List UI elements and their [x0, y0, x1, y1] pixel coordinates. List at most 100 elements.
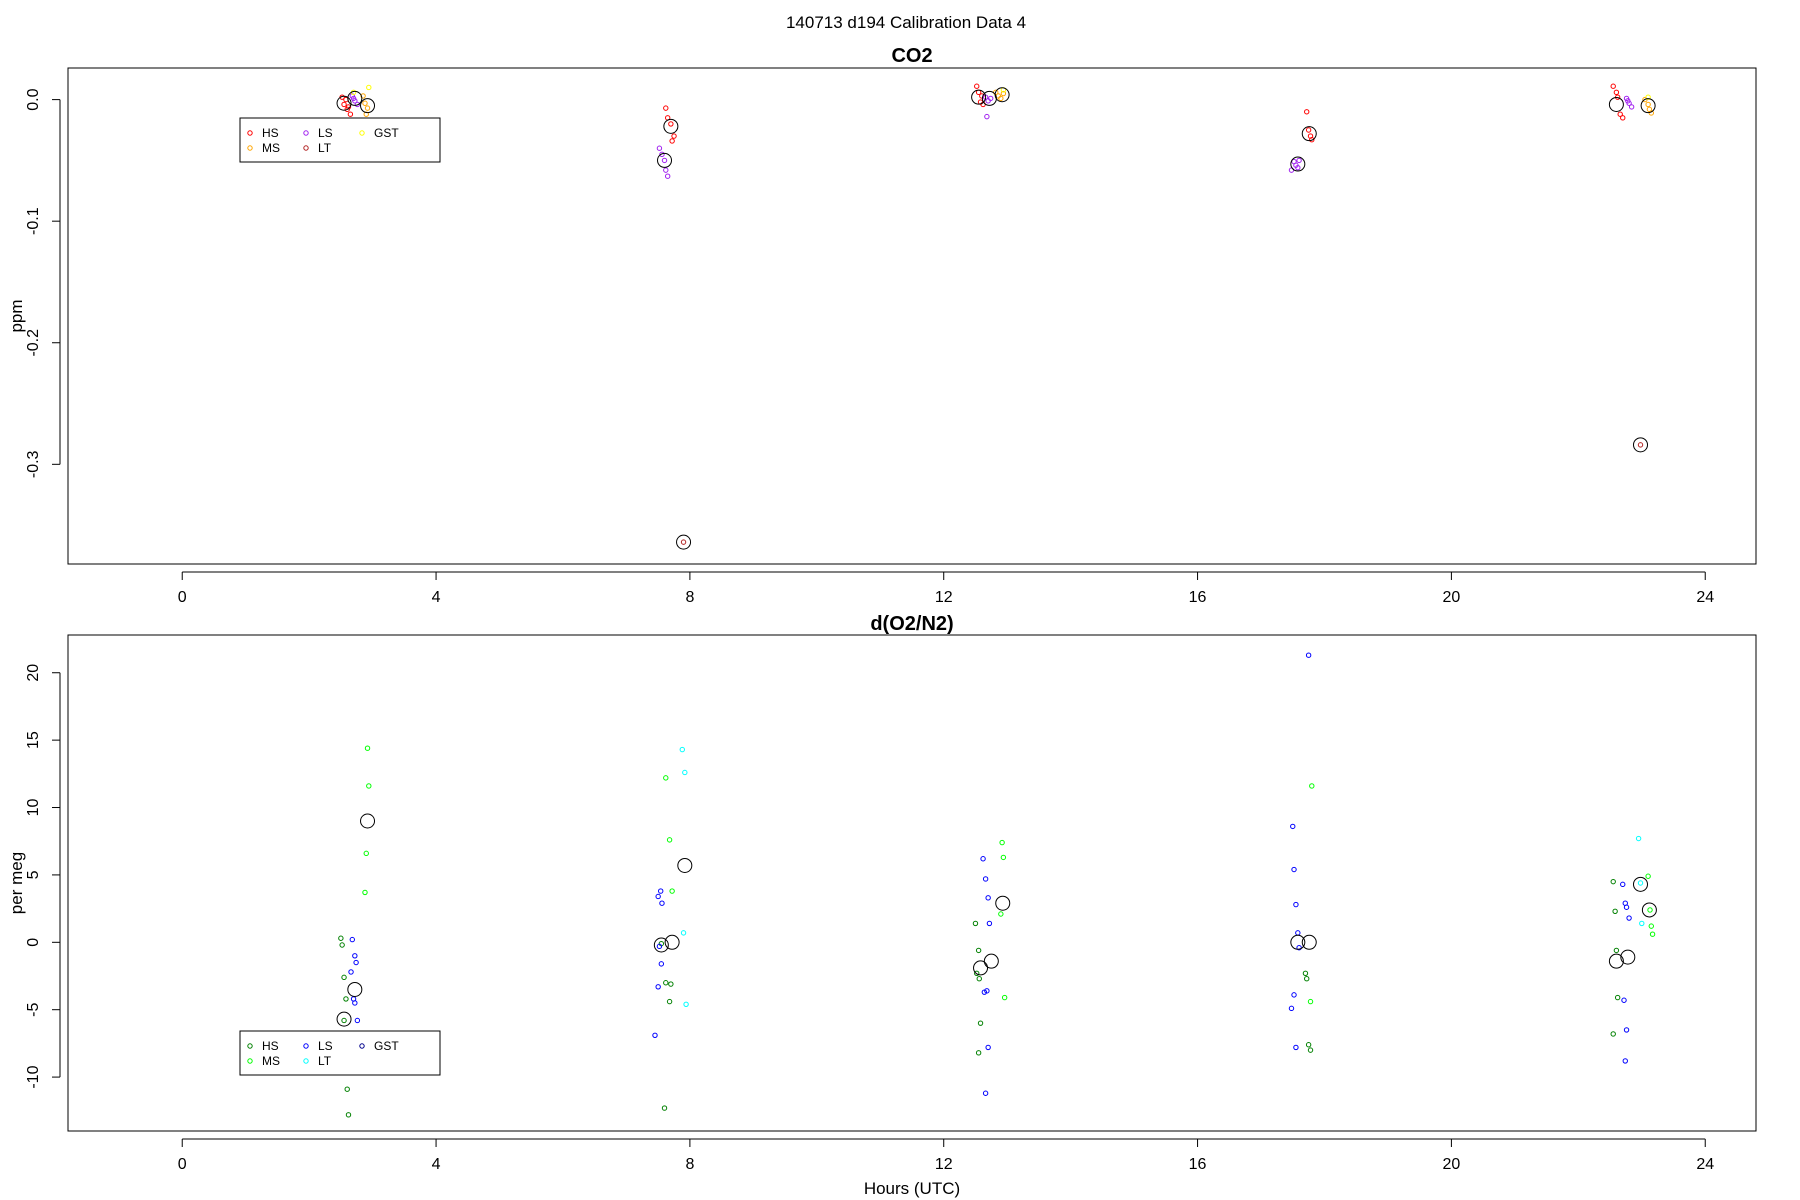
data-point	[1307, 998, 1314, 1005]
mean-point	[981, 90, 997, 106]
data-point	[656, 145, 663, 151]
series-ls	[348, 652, 1632, 1096]
data-point	[364, 745, 371, 751]
data-point	[661, 1105, 668, 1111]
series-hs	[339, 83, 1626, 144]
data-point	[1610, 83, 1616, 89]
mean-point	[995, 895, 1011, 911]
mean-point	[347, 90, 363, 106]
data-point	[352, 953, 358, 959]
mean-point	[663, 118, 679, 134]
data-point	[1610, 878, 1616, 885]
data-point	[998, 911, 1004, 917]
data-point	[668, 121, 674, 127]
legend-marker	[303, 1043, 309, 1049]
mean-point	[336, 95, 352, 111]
mean-point	[677, 857, 693, 873]
data-point	[985, 895, 991, 901]
x-tick-label: 16	[1189, 589, 1207, 606]
data-point	[680, 930, 687, 936]
data-point	[1290, 823, 1296, 830]
y-tick-label: 20	[25, 664, 42, 682]
data-points	[336, 83, 1656, 550]
series-ls	[349, 93, 1635, 179]
series-hs	[338, 878, 1621, 1118]
data-point	[984, 113, 990, 120]
data-point	[353, 959, 359, 966]
data-point	[655, 984, 661, 990]
y-tick-label: 15	[25, 731, 42, 749]
mean-point	[360, 98, 376, 114]
x-tick-label: 20	[1443, 1156, 1461, 1173]
legend-label: LS	[318, 1039, 333, 1053]
data-point	[655, 893, 661, 900]
data-point	[360, 93, 366, 99]
x-tick-label: 20	[1443, 589, 1461, 606]
y-tick-label: 0	[25, 938, 42, 947]
mean-point	[676, 534, 692, 550]
data-point	[683, 1001, 689, 1008]
data-point	[669, 138, 675, 144]
data-point	[362, 889, 368, 896]
data-point	[1626, 915, 1632, 921]
x-tick-label: 8	[685, 589, 694, 606]
y-tick-label: -5	[25, 1002, 42, 1016]
mean-point	[1290, 934, 1306, 950]
data-point	[974, 83, 980, 89]
data-point	[366, 783, 372, 789]
data-point	[1628, 104, 1635, 110]
mean-point	[657, 152, 673, 168]
data-point	[366, 84, 372, 91]
legend-box	[239, 117, 441, 163]
y-tick-label: -0.3	[25, 450, 42, 478]
data-point	[343, 996, 349, 1002]
mean-point	[1290, 156, 1306, 172]
data-point	[1613, 947, 1620, 954]
data-point	[972, 920, 979, 927]
data-point	[987, 95, 994, 102]
x-tick-label: 0	[178, 1156, 187, 1173]
data-point	[663, 775, 669, 781]
series-ms	[360, 89, 1654, 117]
data-point	[1305, 127, 1312, 133]
data-point	[1614, 994, 1621, 1001]
data-point	[666, 998, 673, 1005]
mean-point	[360, 813, 376, 829]
y-tick-label: -0.2	[25, 329, 42, 357]
data-point	[352, 1000, 358, 1006]
legend-label: GST	[374, 1039, 399, 1053]
data-point	[339, 942, 345, 948]
x-axis-title: Hours (UTC)	[864, 1179, 960, 1198]
data-point	[347, 111, 354, 117]
data-point	[350, 95, 357, 102]
x-tick-label: 12	[935, 589, 953, 606]
data-point	[974, 970, 980, 977]
mean-point	[1620, 949, 1636, 965]
x-tick-label: 12	[935, 1156, 953, 1173]
y-axis-title: ppm	[7, 299, 26, 332]
data-point	[1625, 98, 1631, 104]
data-point	[682, 769, 688, 776]
mean-point	[1633, 876, 1649, 892]
legend-label: HS	[262, 126, 279, 140]
panel-2: d(O2/N2) 0 4 8 12 16 20 24 20 15 10 5 0 -5 -10 per meg H…	[7, 613, 1757, 1198]
series-mean	[336, 813, 1657, 1027]
data-point	[363, 111, 369, 117]
data-point	[1635, 835, 1642, 842]
data-point	[975, 947, 982, 954]
data-point	[345, 1112, 352, 1118]
data-point	[976, 975, 982, 982]
data-point	[664, 173, 671, 179]
data-point	[1305, 652, 1312, 658]
data-point	[659, 151, 665, 158]
data-point	[1645, 94, 1651, 100]
legend-marker	[303, 130, 309, 136]
data-point	[1001, 994, 1008, 1001]
legend-label: MS	[262, 1054, 280, 1068]
data-point	[658, 961, 665, 967]
data-point	[984, 988, 990, 994]
data-point	[1293, 901, 1299, 908]
data-point	[1617, 111, 1623, 117]
